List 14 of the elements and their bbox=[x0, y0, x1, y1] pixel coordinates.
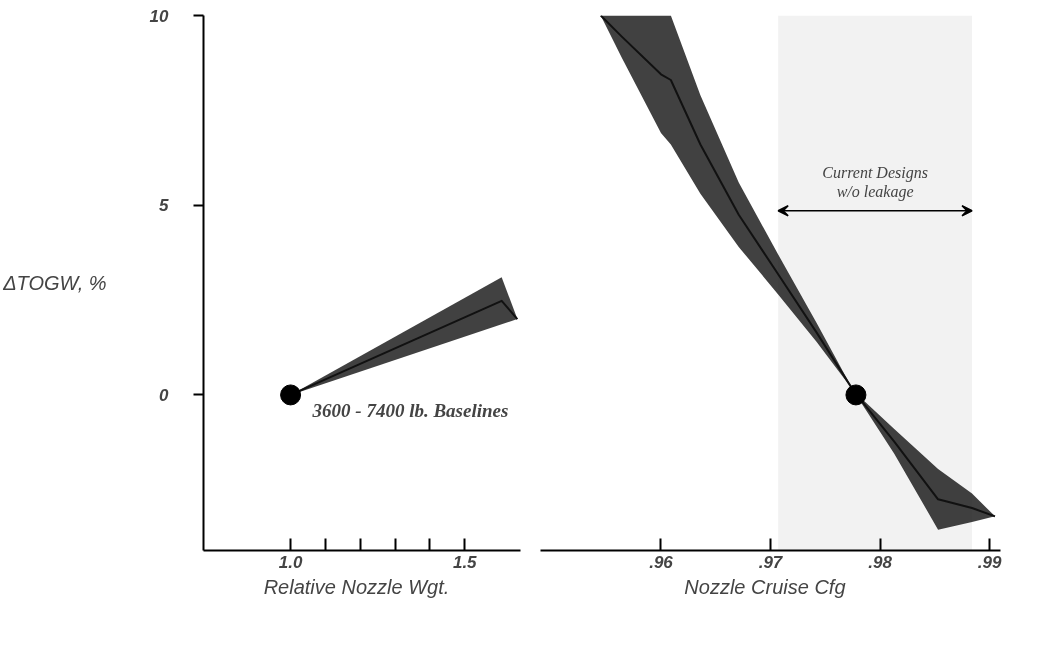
x-axis-title: Nozzle Cruise Cfg bbox=[684, 575, 846, 598]
x-tick-label: 1.0 bbox=[278, 552, 303, 572]
x-tick-label: .98 bbox=[868, 552, 893, 572]
y-tick-label: 5 bbox=[159, 196, 170, 216]
x-tick-label: .99 bbox=[977, 552, 1002, 572]
y-axis-title: ΔTOGW, % bbox=[2, 272, 107, 294]
x-axis-title: Relative Nozzle Wgt. bbox=[263, 575, 450, 598]
y-tick-label: 0 bbox=[159, 385, 170, 405]
y-tick-label: 10 bbox=[149, 6, 170, 26]
annotation: 3600 - 7400 lb. Baselines bbox=[311, 399, 509, 421]
x-tick-label: 1.5 bbox=[452, 552, 478, 572]
x-tick-label: .97 bbox=[758, 552, 784, 572]
band-label: Current Designs w/o leakage bbox=[822, 163, 928, 201]
x-tick-label: .96 bbox=[649, 552, 674, 572]
